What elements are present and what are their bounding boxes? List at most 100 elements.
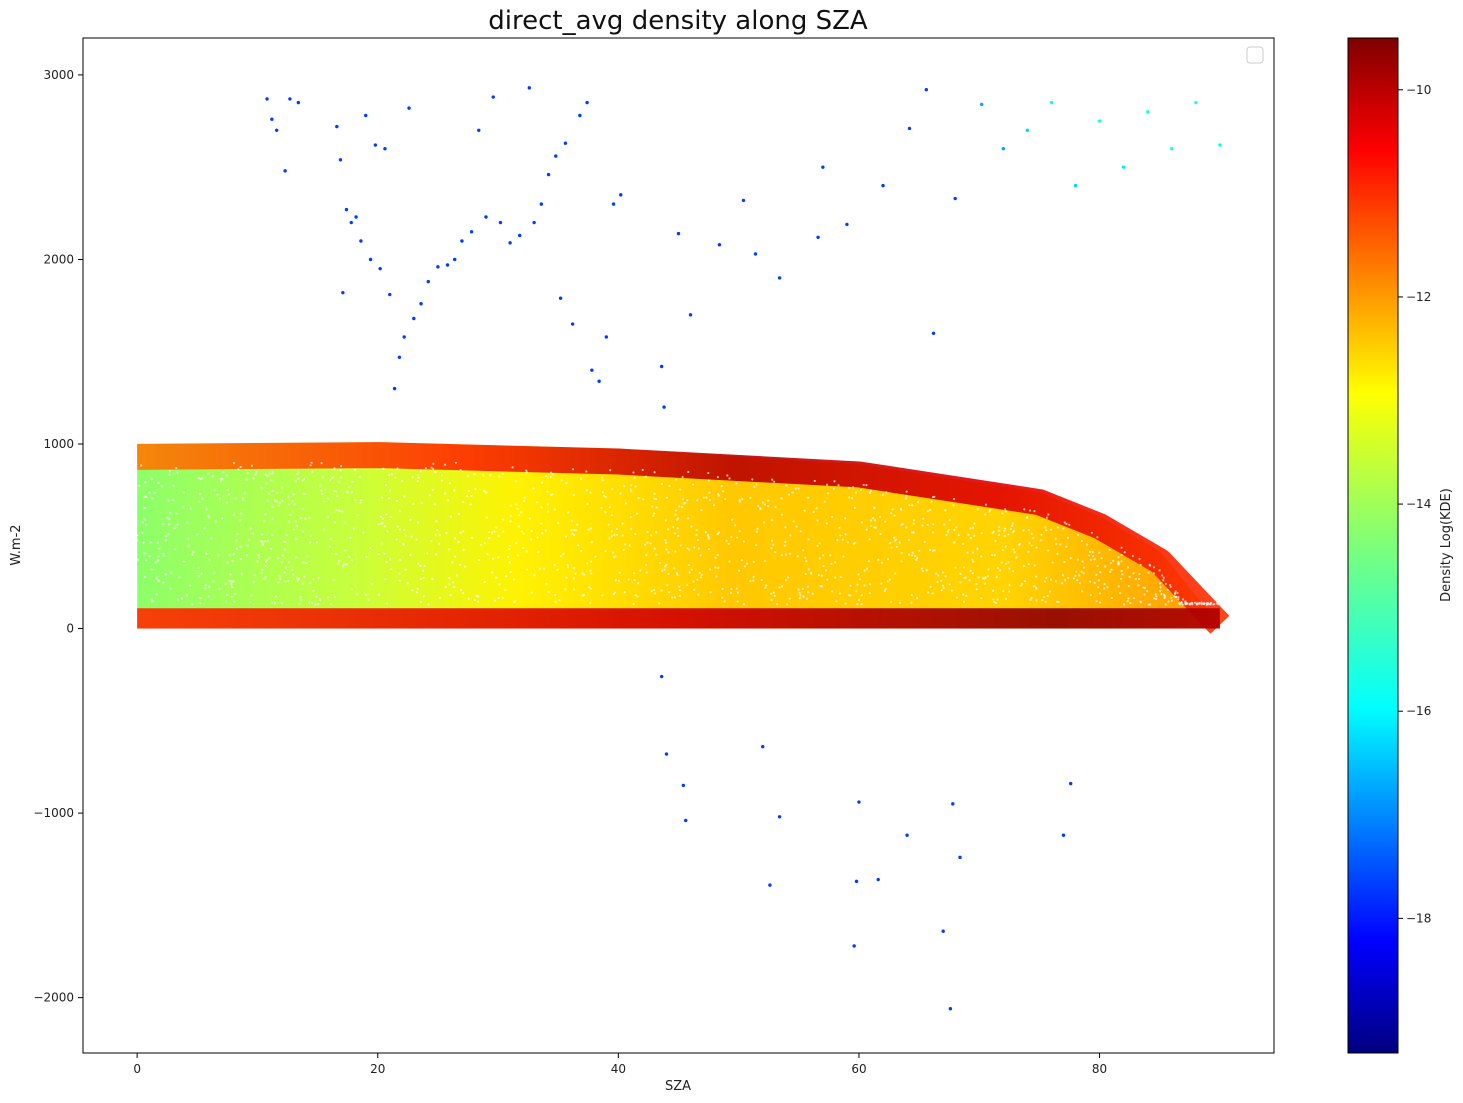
band-speckle — [749, 579, 752, 583]
band-speckle — [309, 534, 313, 537]
band-speckle — [370, 582, 373, 585]
band-speckle — [154, 491, 157, 494]
band-speckle — [872, 517, 875, 520]
band-speckle — [604, 511, 607, 514]
data-point — [1194, 100, 1198, 105]
data-point — [664, 752, 669, 756]
band-speckle — [267, 492, 271, 495]
band-speckle — [588, 586, 591, 589]
band-speckle — [368, 546, 372, 550]
band-speckle — [1169, 583, 1172, 587]
band-speckle — [1180, 601, 1183, 604]
band-speckle — [807, 568, 810, 571]
band-speckle — [894, 539, 897, 542]
band-speckle — [905, 526, 908, 529]
band-speckle — [884, 587, 887, 590]
band-speckle — [837, 484, 840, 487]
band-speckle — [225, 501, 228, 504]
band-speckle — [632, 471, 635, 474]
band-speckle — [1045, 576, 1048, 579]
band-speckle — [199, 602, 202, 605]
band-speckle — [973, 522, 976, 525]
band-speckle — [728, 560, 731, 563]
band-speckle — [668, 590, 671, 594]
band-speckle — [438, 542, 441, 545]
band-speckle — [686, 499, 689, 502]
band-speckle — [278, 574, 281, 577]
band-speckle — [1022, 529, 1025, 532]
band-speckle — [1075, 570, 1078, 573]
band-speckle — [284, 580, 287, 583]
band-speckle — [955, 596, 958, 599]
band-speckle — [940, 589, 943, 592]
band-speckle — [150, 477, 153, 481]
band-speckle — [675, 478, 678, 481]
band-speckle — [271, 489, 274, 493]
band-speckle — [863, 584, 866, 587]
band-speckle — [681, 506, 684, 509]
band-speckle — [997, 533, 1001, 537]
band-speckle — [205, 508, 208, 511]
band-speckle — [590, 541, 593, 544]
band-speckle — [1106, 586, 1109, 589]
band-speckle — [187, 544, 190, 547]
band-speckle — [299, 595, 302, 599]
band-speckle — [1154, 597, 1158, 601]
band-speckle — [1188, 602, 1191, 606]
band-speckle — [784, 526, 787, 529]
band-speckle — [736, 591, 740, 594]
band-speckle — [254, 473, 257, 476]
band-speckle — [1054, 537, 1057, 540]
band-speckle — [1076, 579, 1079, 582]
band-speckle — [166, 516, 169, 519]
band-speckle — [204, 584, 207, 587]
band-speckle — [572, 493, 575, 497]
band-speckle — [686, 517, 690, 520]
band-speckle — [844, 602, 847, 605]
band-speckle — [877, 558, 880, 561]
band-speckle — [308, 516, 311, 519]
band-speckle — [721, 587, 724, 591]
band-speckle — [411, 589, 414, 592]
band-speckle — [352, 527, 355, 530]
band-speckle — [784, 579, 788, 582]
band-speckle — [724, 497, 727, 501]
band-speckle — [1117, 556, 1120, 559]
band-speckle — [660, 589, 663, 592]
band-speckle — [404, 568, 407, 571]
band-speckle — [780, 585, 784, 588]
data-point — [1001, 147, 1006, 151]
band-speckle — [326, 596, 330, 599]
data-point — [283, 169, 287, 173]
band-speckle — [751, 478, 754, 481]
band-speckle — [213, 571, 216, 575]
band-speckle — [1167, 600, 1170, 603]
band-speckle — [491, 531, 494, 534]
band-speckle — [610, 535, 613, 538]
band-speckle — [971, 551, 975, 554]
band-speckle — [1146, 590, 1149, 593]
band-speckle — [170, 571, 173, 574]
band-speckle — [1027, 550, 1030, 553]
band-speckle — [886, 580, 889, 583]
band-speckle — [624, 543, 627, 546]
band-speckle — [994, 539, 997, 543]
band-speckle — [385, 602, 388, 605]
band-speckle — [1061, 573, 1065, 577]
band-speckle — [623, 591, 626, 594]
band-speckle — [1004, 510, 1007, 513]
band-speckle — [916, 501, 920, 504]
band-speckle — [630, 484, 633, 487]
band-speckle — [565, 576, 568, 579]
band-speckle — [577, 544, 580, 547]
data-point — [498, 220, 503, 225]
band-speckle — [476, 600, 480, 603]
band-speckle — [664, 539, 667, 542]
band-speckle — [627, 578, 630, 581]
data-point — [924, 87, 929, 92]
band-speckle — [473, 598, 476, 602]
band-speckle — [770, 519, 774, 522]
band-speckle — [914, 555, 917, 558]
band-speckle — [164, 573, 167, 576]
band-speckle — [260, 533, 264, 536]
